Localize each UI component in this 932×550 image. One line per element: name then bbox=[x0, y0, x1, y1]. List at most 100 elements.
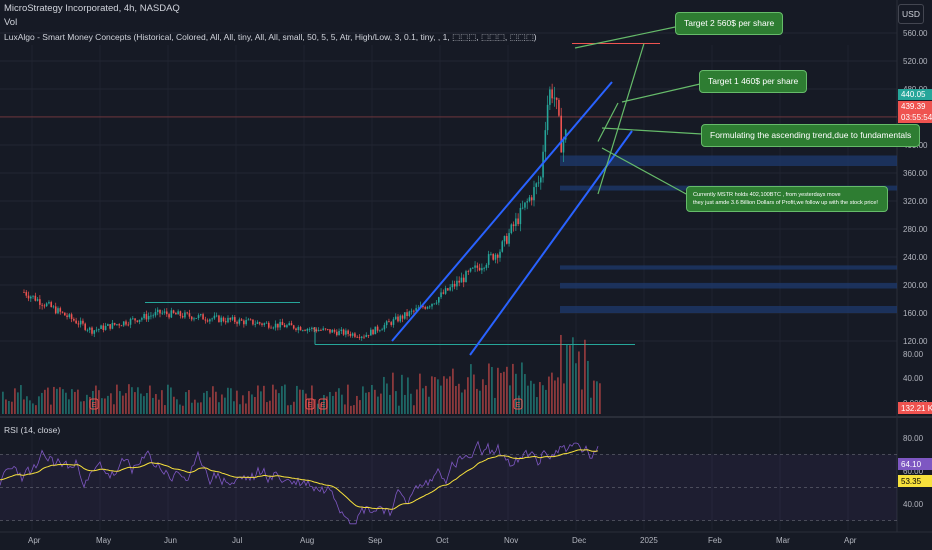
volume-bar bbox=[122, 395, 124, 414]
candle-body bbox=[564, 129, 567, 140]
candle-body bbox=[304, 330, 306, 332]
volume-bar bbox=[275, 389, 277, 414]
volume-bar bbox=[542, 385, 544, 414]
candle-body bbox=[73, 318, 75, 321]
currency-button[interactable]: USD bbox=[898, 4, 924, 24]
volume-bar bbox=[233, 401, 235, 414]
candle-body bbox=[236, 321, 238, 324]
candle-body bbox=[202, 314, 204, 320]
candle-body bbox=[413, 310, 415, 312]
candle-body bbox=[231, 317, 234, 320]
volume-bar bbox=[353, 405, 355, 414]
volume-bar bbox=[386, 383, 388, 414]
volume-bar bbox=[287, 405, 289, 414]
volume-bar bbox=[503, 371, 505, 414]
volume-bar bbox=[113, 404, 115, 414]
candle-body bbox=[458, 280, 460, 283]
volume-bar bbox=[554, 380, 556, 414]
candle-body bbox=[290, 323, 293, 326]
volume-bar bbox=[281, 386, 283, 414]
candle-body bbox=[23, 292, 25, 293]
volume-bar bbox=[230, 388, 232, 414]
volume-bar bbox=[329, 391, 331, 414]
rsi-legend: RSI (14, close) bbox=[4, 425, 61, 435]
candle-body bbox=[410, 310, 413, 312]
candle-body bbox=[390, 322, 392, 325]
candle-body bbox=[333, 330, 336, 332]
volume-bar bbox=[152, 397, 154, 414]
volume-bar bbox=[80, 401, 82, 414]
candle-body bbox=[175, 313, 177, 315]
volume-bar bbox=[551, 372, 553, 414]
demand-zone bbox=[560, 306, 897, 313]
candle-body bbox=[204, 319, 207, 321]
candle-body bbox=[109, 324, 111, 329]
channel-lower bbox=[469, 130, 633, 356]
candle-body bbox=[558, 99, 560, 116]
candle-body bbox=[197, 315, 200, 319]
trend-note: Formulating the ascending trend,due to f… bbox=[701, 124, 921, 147]
volume-bar bbox=[263, 385, 265, 414]
candle-body bbox=[481, 268, 483, 271]
candle-body bbox=[168, 314, 170, 318]
volume-bar bbox=[530, 380, 532, 414]
candle-body bbox=[351, 333, 354, 336]
volume-bar bbox=[8, 400, 10, 414]
candle-body bbox=[66, 315, 68, 318]
price-badge-label: 53.35 bbox=[901, 477, 922, 486]
candle-body bbox=[392, 319, 395, 325]
candle-body bbox=[136, 320, 139, 322]
candle-body bbox=[134, 318, 136, 321]
candle-body bbox=[408, 311, 411, 316]
earnings-marker: E bbox=[305, 398, 315, 410]
volume-bar bbox=[425, 385, 427, 414]
candle-body bbox=[308, 328, 311, 330]
candle-body bbox=[435, 302, 438, 304]
volume-bar bbox=[590, 397, 592, 414]
volume-bar bbox=[290, 404, 292, 414]
candle-body bbox=[213, 315, 216, 319]
volume-bar bbox=[380, 393, 382, 414]
volume-bar bbox=[29, 400, 31, 414]
volume-bar bbox=[401, 374, 403, 414]
price-tick-label: 160.00 bbox=[903, 309, 928, 318]
volume-bar bbox=[347, 384, 349, 414]
volume-bar bbox=[176, 399, 178, 414]
volume-bar bbox=[434, 377, 436, 414]
price-badge: 440.05 bbox=[898, 89, 932, 100]
price-badge: 03:55:54 bbox=[898, 112, 932, 123]
target1-note: Target 1 460$ per share bbox=[699, 70, 808, 93]
volume-bar bbox=[149, 385, 151, 414]
volume-bar bbox=[284, 384, 286, 414]
candle-body bbox=[374, 326, 377, 335]
volume-bar bbox=[41, 392, 43, 414]
volume-bar bbox=[359, 400, 361, 414]
candle-body bbox=[206, 320, 209, 322]
volume-bar bbox=[314, 399, 316, 414]
volume-bar bbox=[497, 367, 499, 414]
candle-body bbox=[32, 295, 34, 297]
volume-bar bbox=[104, 398, 106, 414]
candle-body bbox=[376, 326, 379, 331]
candle-body bbox=[283, 325, 286, 328]
candle-body bbox=[444, 288, 447, 294]
price-badge-label: 132.21 K bbox=[901, 404, 932, 413]
volume-bar bbox=[215, 391, 217, 414]
volume-bar bbox=[272, 384, 274, 414]
candle-body bbox=[84, 323, 86, 330]
candle-body bbox=[338, 331, 340, 336]
volume-bar bbox=[296, 385, 298, 414]
candle-body bbox=[209, 319, 211, 322]
candle-body bbox=[467, 271, 470, 273]
candle-body bbox=[560, 115, 562, 153]
candle-body bbox=[61, 311, 64, 313]
chart-title: MicroStrategy Incorporated, 4h, NASDAQ bbox=[4, 3, 180, 14]
candle-body bbox=[159, 309, 161, 314]
candle-body bbox=[281, 321, 284, 326]
candle-body bbox=[322, 328, 324, 331]
volume-bar bbox=[158, 399, 160, 414]
volume-bar bbox=[239, 404, 241, 414]
channel-upper bbox=[391, 81, 613, 342]
volume-bar bbox=[404, 394, 406, 414]
